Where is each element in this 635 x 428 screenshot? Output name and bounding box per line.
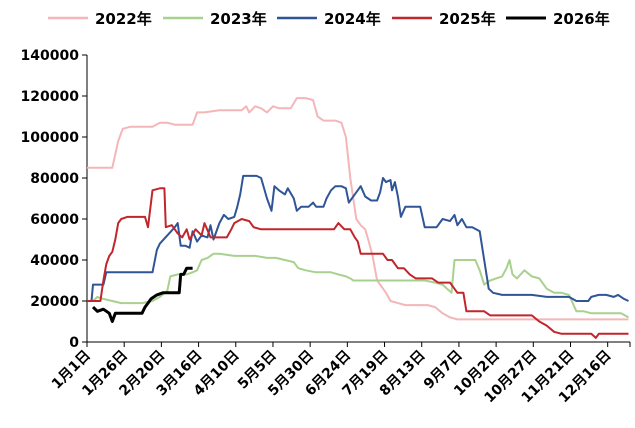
y-tick-label: 140000: [21, 48, 80, 64]
y-tick-label: 60000: [30, 212, 79, 228]
legend-label: 2024年: [324, 10, 381, 28]
y-tick-label: 20000: [30, 294, 79, 310]
series-line-2026: [91, 266, 193, 323]
legend-label: 2022年: [95, 10, 152, 28]
y-tick-label: 100000: [21, 130, 80, 146]
legend-label: 2023年: [210, 10, 267, 28]
series-line-2022: [87, 97, 629, 321]
y-axis: 0 20000 40000 60000 80000 100000 120000 140000: [21, 48, 88, 351]
y-tick-label: 0: [69, 335, 79, 351]
series-line-2025: [87, 187, 629, 339]
series-line-2023: [87, 252, 629, 319]
legend: 2022年 2023年 2024年 2025年 2026年: [48, 10, 610, 28]
y-tick-label: 120000: [21, 89, 80, 105]
y-tick-label: 40000: [30, 253, 79, 269]
legend-label: 2025年: [439, 10, 496, 28]
plot-area: [87, 97, 629, 339]
y-tick-label: 80000: [30, 171, 79, 187]
series-line-2024: [87, 174, 629, 302]
legend-label: 2026年: [553, 10, 610, 28]
x-axis: 1月1日1月26日2月20日3月16日4月10日5月5日5月30日6月24日7月…: [49, 341, 631, 406]
